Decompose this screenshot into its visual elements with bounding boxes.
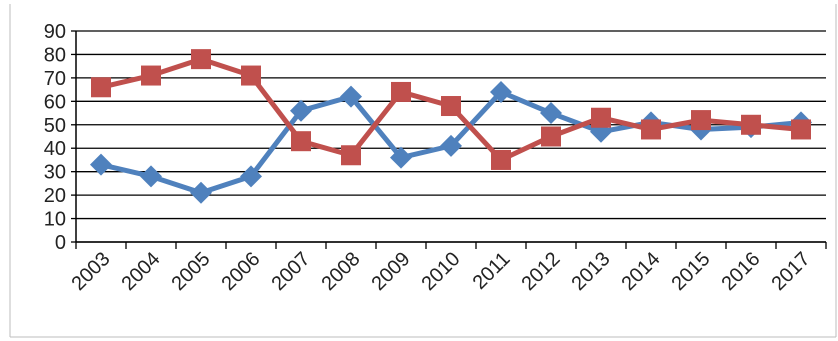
data-point: [441, 96, 461, 117]
data-point: [391, 81, 411, 102]
data-point: [341, 145, 361, 166]
axes: [71, 30, 827, 249]
series: [90, 49, 812, 204]
x-tick-label: 2004: [118, 248, 165, 295]
y-tick-label: 60: [44, 91, 66, 113]
x-tick-label: 2003: [68, 248, 115, 295]
x-tick-label: 2013: [568, 248, 615, 295]
data-point: [91, 77, 111, 98]
x-tick-label: 2017: [768, 248, 815, 295]
y-tick-label: 20: [44, 185, 66, 207]
data-point: [491, 149, 511, 170]
x-tick-label: 2006: [218, 248, 265, 295]
x-tick-label: 2008: [318, 248, 365, 295]
data-point: [141, 65, 161, 86]
x-tick-label: 2010: [418, 248, 465, 295]
data-point: [241, 65, 261, 86]
data-point: [490, 80, 512, 103]
data-point: [140, 165, 162, 188]
data-point: [240, 165, 262, 188]
data-point: [290, 99, 312, 122]
data-point: [540, 102, 562, 125]
y-tick-label: 30: [44, 162, 66, 184]
y-tick-label: 10: [44, 209, 66, 231]
y-tick-label: 90: [44, 21, 66, 43]
data-point: [291, 131, 311, 152]
x-tick-label: 2014: [618, 248, 665, 295]
data-point: [390, 146, 412, 169]
x-tick-label: 2015: [668, 248, 715, 295]
chart-frame: [9, 4, 837, 338]
data-point: [641, 119, 661, 140]
data-point: [90, 153, 112, 176]
y-tick-label: 80: [44, 44, 66, 66]
data-point: [791, 119, 811, 140]
y-tick-label: 0: [55, 232, 66, 254]
x-tick-label: 2005: [168, 248, 215, 295]
data-point: [591, 107, 611, 128]
x-tick-label: 2007: [268, 248, 315, 295]
data-point: [541, 126, 561, 147]
data-point: [741, 114, 761, 135]
data-point: [691, 110, 711, 131]
x-tick-label: 2012: [518, 248, 565, 295]
y-tick-label: 50: [44, 115, 66, 137]
x-tick-labels: 2003 2004 2005 2006 2007 2008 2009 2010 2011 2012…: [68, 248, 815, 295]
series-2: [91, 49, 811, 170]
x-tick-label: 2009: [368, 248, 415, 295]
x-tick-label: 2016: [718, 248, 765, 295]
x-tick-label: 2011: [469, 248, 515, 294]
data-point: [340, 85, 362, 108]
data-point: [190, 181, 212, 204]
y-tick-label: 70: [44, 68, 66, 90]
y-tick-label: 40: [44, 138, 66, 160]
data-point: [440, 134, 462, 157]
data-point: [191, 49, 211, 70]
